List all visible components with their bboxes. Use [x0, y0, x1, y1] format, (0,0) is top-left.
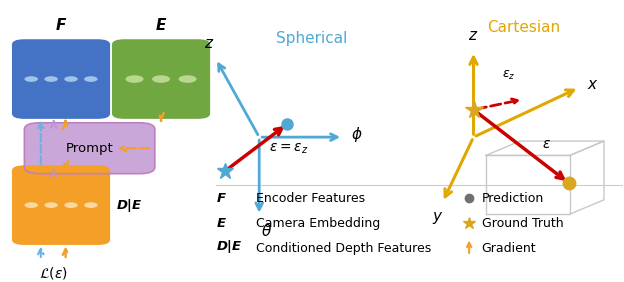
Text: $\varepsilon = \varepsilon_z$: $\varepsilon = \varepsilon_z$ — [268, 142, 308, 156]
Circle shape — [24, 202, 38, 208]
Text: $\boldsymbol{D|E}$: $\boldsymbol{D|E}$ — [216, 238, 242, 255]
Text: $z$: $z$ — [204, 37, 215, 51]
Circle shape — [178, 75, 197, 83]
Circle shape — [44, 202, 58, 208]
Text: Prediction: Prediction — [482, 192, 544, 205]
Circle shape — [64, 202, 78, 208]
Circle shape — [84, 202, 97, 208]
Text: Prompt: Prompt — [66, 142, 114, 155]
FancyBboxPatch shape — [12, 39, 110, 119]
Text: $z$: $z$ — [469, 29, 479, 43]
Circle shape — [152, 75, 170, 83]
Circle shape — [24, 76, 38, 82]
Text: Gradient: Gradient — [482, 242, 536, 255]
Text: $\boldsymbol{E}$: $\boldsymbol{E}$ — [216, 217, 227, 230]
Text: $\phi$: $\phi$ — [351, 125, 363, 144]
Text: Camera Embedding: Camera Embedding — [256, 217, 381, 230]
Text: $y$: $y$ — [432, 210, 444, 226]
Text: $\boldsymbol{F}$: $\boldsymbol{F}$ — [216, 192, 227, 205]
Text: Conditioned Depth Features: Conditioned Depth Features — [256, 242, 431, 255]
Circle shape — [84, 76, 97, 82]
Text: $\mathcal{L}(\varepsilon)$: $\mathcal{L}(\varepsilon)$ — [39, 265, 68, 281]
Text: $x$: $x$ — [587, 78, 599, 92]
Text: $\theta$: $\theta$ — [261, 223, 272, 239]
Circle shape — [64, 76, 78, 82]
Circle shape — [44, 76, 58, 82]
Text: Encoder Features: Encoder Features — [256, 192, 365, 205]
Text: Cartesian: Cartesian — [487, 20, 560, 35]
Text: Spherical: Spherical — [276, 31, 348, 46]
Text: $\boldsymbol{F}$: $\boldsymbol{F}$ — [55, 17, 67, 33]
Text: $\boldsymbol{E}$: $\boldsymbol{E}$ — [155, 17, 167, 33]
Text: $\varepsilon_z$: $\varepsilon_z$ — [502, 69, 515, 82]
Text: $\boldsymbol{D|E}$: $\boldsymbol{D|E}$ — [116, 197, 143, 214]
Circle shape — [125, 75, 144, 83]
Text: Ground Truth: Ground Truth — [482, 217, 563, 230]
FancyBboxPatch shape — [112, 39, 210, 119]
FancyBboxPatch shape — [24, 123, 155, 174]
FancyBboxPatch shape — [12, 165, 110, 245]
Text: $\varepsilon$: $\varepsilon$ — [542, 137, 551, 151]
